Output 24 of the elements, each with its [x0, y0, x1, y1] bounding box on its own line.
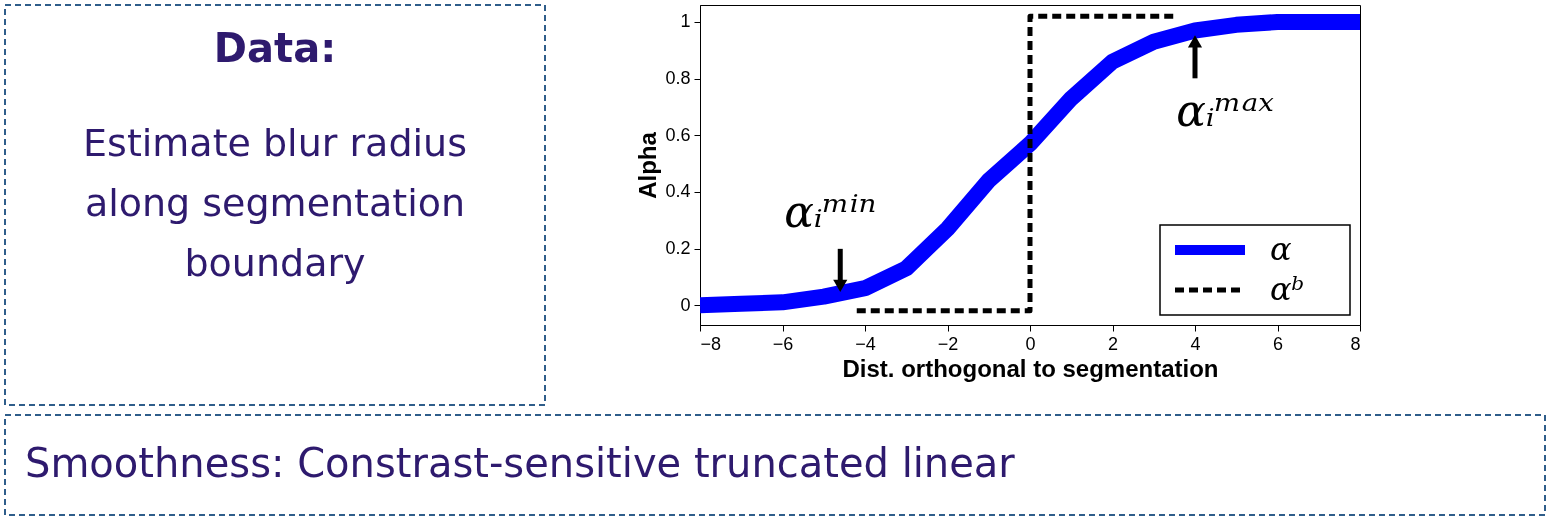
y-tick-label: 0.4 — [665, 181, 691, 202]
x-tick-label: 2 — [1107, 333, 1119, 354]
legend-label: αᵇ — [1270, 270, 1305, 308]
y-tick-label: 1 — [680, 11, 691, 32]
x-axis-title: Dist. orthogonal to segmentation — [842, 354, 1219, 382]
text: Smoothness: Constrast-sensitive truncated linear — [25, 440, 1016, 486]
x-tick-label: −4 — [855, 333, 876, 354]
x-tick-label: 8 — [1350, 333, 1361, 354]
y-tick-label: 0.8 — [665, 68, 691, 89]
annotation: αᵢᵐᵃˣ — [1176, 85, 1275, 137]
x-tick-label: 6 — [1272, 333, 1284, 354]
text: Data: — [213, 25, 337, 71]
y-tick-label: 0.2 — [665, 238, 691, 259]
y-axis-title: Alpha — [634, 131, 662, 199]
text: Estimate blur radius along segmentation boundary — [83, 121, 467, 285]
x-tick-label: −8 — [700, 333, 722, 354]
annotation: αᵢᵐⁱⁿ — [784, 185, 877, 237]
y-tick-label: 0 — [680, 294, 691, 315]
x-tick-label: 0 — [1025, 333, 1036, 354]
legend-label: α — [1270, 230, 1292, 268]
y-tick-label: 0.6 — [665, 124, 691, 145]
x-tick-label: 4 — [1190, 333, 1201, 354]
x-tick-label: −6 — [772, 333, 794, 354]
x-tick-label: −2 — [937, 333, 959, 354]
